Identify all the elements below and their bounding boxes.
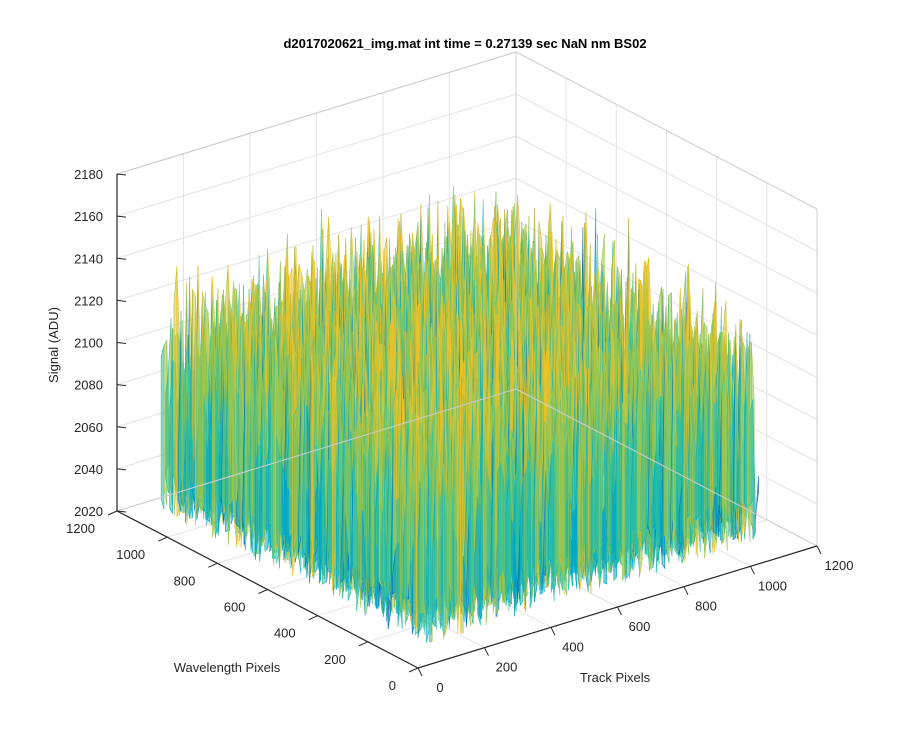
grid-line-back-x-wall: [515, 135, 818, 294]
grid-line-back-y-wall: [116, 135, 517, 259]
surface-facet: [220, 363, 225, 526]
surface-facet: [284, 487, 289, 545]
grid-line-back-x-wall: [515, 177, 818, 336]
surface-facet: [207, 422, 212, 516]
surface-facet: [186, 355, 190, 525]
surface-facet: [246, 372, 250, 526]
surface-facet: [165, 373, 169, 493]
surface-facet: [177, 310, 182, 512]
surface-facet: [233, 324, 238, 548]
surface-facet: [160, 345, 165, 510]
grid-line-back-y-wall: [116, 177, 517, 301]
surface-facet: [327, 459, 332, 574]
surface-facet: [310, 351, 315, 570]
grid-line-back-y-wall: [116, 93, 517, 217]
surface-facet: [173, 266, 178, 517]
surface-facet: [293, 407, 297, 557]
surface-facet: [199, 341, 203, 507]
surface-mesh: [160, 186, 759, 643]
surface-facet: [332, 353, 336, 592]
surface-facet: [169, 360, 173, 514]
grid-line-back-x-wall: [515, 93, 818, 252]
surface-facet: [314, 480, 319, 563]
surface-facet: [203, 395, 208, 522]
surface-facet: [276, 437, 280, 569]
grid-line-back-x-wall: [515, 220, 818, 378]
surface-facet: [229, 330, 233, 505]
